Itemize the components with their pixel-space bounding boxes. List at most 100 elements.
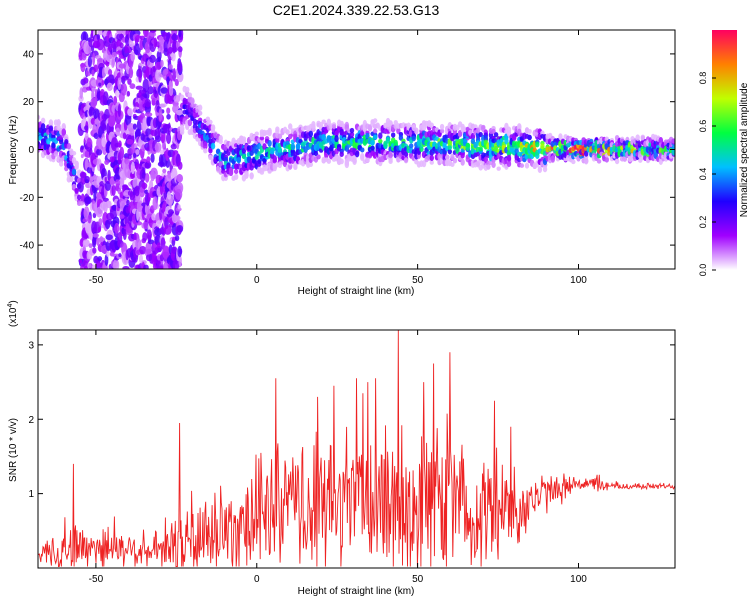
heatmap-cell <box>69 175 74 183</box>
heatmap-cell <box>173 215 181 222</box>
heatmap-cell <box>133 152 137 159</box>
heatmap-cell <box>80 154 84 159</box>
heatmap-cell <box>58 161 64 167</box>
heatmap-cell <box>127 78 132 85</box>
heatmap-cell <box>163 225 172 235</box>
heatmap-cell <box>139 186 145 198</box>
heatmap-cell <box>40 117 46 124</box>
heatmap-cell <box>127 107 134 117</box>
heatmap-cell <box>79 258 83 264</box>
heatmap-cell <box>527 134 532 141</box>
heatmap-cell <box>506 160 512 168</box>
heatmap-cell <box>367 125 373 130</box>
heatmap-cell <box>156 220 162 228</box>
heatmap-cell <box>388 158 393 165</box>
heatmap-cell <box>537 166 543 174</box>
heatmap-cell <box>208 154 213 161</box>
heatmap-cell <box>166 191 172 200</box>
heatmap-cell <box>112 259 120 269</box>
heatmap-cell <box>326 158 332 164</box>
heatmap-cell <box>429 155 434 161</box>
heatmap-cell <box>115 127 121 137</box>
heatmap-cell <box>117 77 122 90</box>
heatmap-cell <box>160 87 169 94</box>
heatmap-cell <box>326 118 332 126</box>
heatmap-cell <box>210 142 216 150</box>
heatmap-cell <box>493 132 499 138</box>
heatmap-cell <box>104 159 110 165</box>
heatmap-cell <box>218 134 223 142</box>
heatmap-cell <box>125 222 130 233</box>
snr-line <box>38 330 675 567</box>
heatmap-cell <box>167 93 175 102</box>
heatmap-cell <box>119 42 124 49</box>
heatmap-cell <box>78 201 85 206</box>
snr-x-ticks: -50 0 50 100 <box>89 330 587 585</box>
heatmap-cell <box>106 82 113 92</box>
heatmap-cell <box>455 146 460 155</box>
heatmap-cell <box>135 149 140 156</box>
snr-x-label: Height of straight line (km) <box>298 586 415 597</box>
heatmap-cell <box>614 158 620 165</box>
heatmap-cell <box>154 135 162 143</box>
heatmap-cell <box>496 166 501 171</box>
heatmap-cell <box>571 159 576 165</box>
heatmap-cell <box>288 123 293 130</box>
heatmap-cell <box>80 193 85 204</box>
heatmap-cell <box>79 171 87 178</box>
heatmap-cell <box>519 163 525 168</box>
heatmap-cell <box>147 86 154 95</box>
heatmap-cell <box>190 98 195 104</box>
colorbar-ticks: 0.0 0.2 0.4 0.6 0.8 <box>698 72 716 276</box>
x-tick-label: 0 <box>254 275 260 286</box>
heatmap-cell <box>98 237 106 243</box>
heatmap-cell <box>150 170 155 182</box>
heatmap-cell <box>53 150 59 157</box>
heatmap-cell <box>640 135 646 142</box>
heatmap-cell <box>452 157 458 164</box>
heatmap-cell <box>80 145 85 150</box>
heatmap-cell <box>259 170 265 175</box>
heatmap-cell <box>98 82 102 87</box>
heatmap-cell <box>468 129 473 136</box>
heatmap-cell <box>95 76 104 89</box>
heatmap-cell <box>96 33 101 41</box>
heatmap-cell <box>233 169 239 175</box>
heatmap-cell <box>360 130 365 136</box>
heatmap-cell <box>308 130 314 138</box>
heatmap-cell <box>344 161 350 169</box>
heatmap-cell <box>174 78 179 87</box>
x-tick-label: -50 <box>89 574 104 585</box>
chart-title: C2E1.2024.339.22.53.G13 <box>273 2 440 18</box>
heatmap-cell <box>470 138 476 145</box>
heatmap-cell <box>478 146 483 152</box>
heatmap-cell <box>103 197 109 202</box>
heatmap-cell <box>277 133 283 140</box>
heatmap-cell <box>203 141 208 147</box>
heatmap-cell <box>91 264 97 269</box>
heatmap-cell <box>540 143 545 150</box>
heatmap-cell <box>91 69 95 77</box>
heatmap-cell <box>173 95 181 103</box>
heatmap-cell <box>275 137 280 144</box>
heatmap-cell <box>167 209 174 216</box>
heatmap-cell <box>124 158 130 164</box>
heatmap-cell <box>622 156 628 162</box>
heatmap-cell <box>146 156 151 164</box>
heatmap-cell <box>116 30 124 35</box>
heatmap-cell <box>177 46 183 53</box>
heatmap-cell <box>175 188 183 201</box>
heatmap-cell <box>360 147 365 153</box>
heatmap-cell <box>486 164 491 170</box>
heatmap-cell <box>108 116 116 127</box>
heatmap-cell <box>150 30 156 33</box>
heatmap-cell <box>160 130 166 144</box>
heatmap-cell <box>298 139 303 144</box>
heatmap-cell <box>285 129 290 135</box>
heatmap-cell <box>76 194 82 201</box>
heatmap-cell <box>259 136 265 141</box>
heatmap-cells <box>38 30 675 269</box>
heatmap-cell <box>158 206 163 221</box>
heatmap-cell <box>64 139 69 145</box>
heatmap-cell <box>158 108 163 122</box>
